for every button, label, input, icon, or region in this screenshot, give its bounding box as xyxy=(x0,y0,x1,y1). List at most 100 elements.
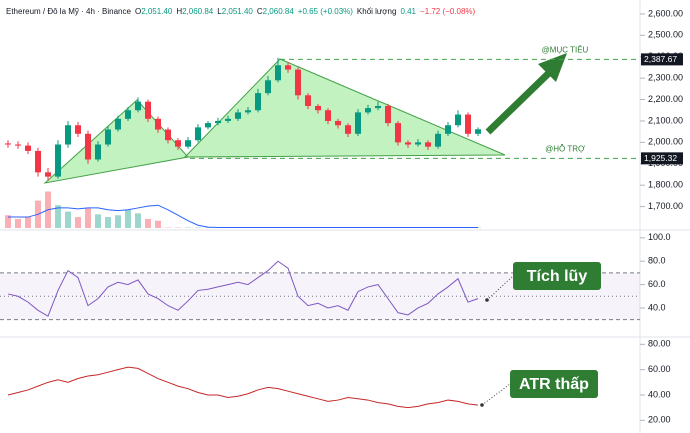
volume-bar xyxy=(65,211,71,228)
candle-body xyxy=(65,125,71,145)
candle-body xyxy=(415,142,421,145)
level-tag xyxy=(641,152,683,165)
header: Ethereum / Đô la Mỹ · 4h · Binance O2,051… xyxy=(6,7,475,16)
candle-body xyxy=(125,110,131,119)
volume-bar xyxy=(85,207,91,228)
volume-bar xyxy=(15,218,21,228)
y-tick-label: 100.0 xyxy=(648,232,671,242)
candle-body xyxy=(55,144,61,177)
candle-body xyxy=(175,140,181,147)
candle-body xyxy=(155,118,161,130)
candle-body xyxy=(265,80,271,94)
candle-body xyxy=(235,112,241,119)
candle-body xyxy=(135,101,141,111)
volume-ma xyxy=(8,204,478,229)
candle-body xyxy=(475,129,481,134)
level-tag-text: 1,925.32 xyxy=(644,153,677,163)
y-tick-label: 60.00 xyxy=(648,364,671,374)
readout-key: L xyxy=(217,7,222,16)
y-tick-label: 2,600.00 xyxy=(648,8,683,18)
candle-body xyxy=(165,129,171,141)
candle-body xyxy=(15,144,21,146)
readout-value: 2,060.84 xyxy=(182,7,214,16)
candle-body xyxy=(295,69,301,96)
layers: 1,700.001,800.001,900.002,000.002,100.00… xyxy=(0,8,683,425)
candle-body xyxy=(185,140,191,147)
candle-body xyxy=(5,143,11,145)
candle-body xyxy=(285,65,291,70)
y-tick-label: 2,200.00 xyxy=(648,94,683,104)
candle-body xyxy=(205,123,211,128)
readout-value: 2,051.40 xyxy=(221,7,253,16)
volume-change: −1.72 (−0.08%) xyxy=(420,7,476,16)
y-tick-label: 80.00 xyxy=(648,339,671,349)
y-tick-label: 60.0 xyxy=(648,279,666,289)
volume-bar xyxy=(5,215,11,228)
volume-bar xyxy=(155,220,161,228)
readout-value: 2,060.84 xyxy=(262,7,294,16)
candle-body xyxy=(445,125,451,134)
level-tag-text: 2,387.67 xyxy=(644,54,677,64)
level-name: @MỤC TIÊU xyxy=(542,45,589,54)
volume-bar xyxy=(105,217,111,228)
candle-body xyxy=(455,114,461,126)
candle-body xyxy=(215,120,221,124)
volume-bar xyxy=(25,217,31,228)
callout-text: ATR thấp xyxy=(519,376,589,393)
candle-body xyxy=(245,110,251,113)
candle-body xyxy=(145,101,151,119)
readout-key: H xyxy=(176,7,183,16)
arrow-head xyxy=(538,53,567,82)
volume-bar xyxy=(145,218,151,228)
y-tick-label: 2,500.00 xyxy=(648,30,683,40)
level-name: @HỖ TRỢ xyxy=(545,144,585,153)
readout-value: 2,051.40 xyxy=(141,7,173,16)
y-tick-label: 40.0 xyxy=(648,302,666,312)
y-tick-label: 1,800.00 xyxy=(648,180,683,190)
callout-text: Tích lũy xyxy=(527,268,588,285)
volume-value: 0.41 xyxy=(400,7,417,16)
volume-bar xyxy=(55,205,61,228)
candle-body xyxy=(385,105,391,124)
volume-bar xyxy=(125,209,131,228)
readout-key: O xyxy=(134,7,142,16)
candle-body xyxy=(225,118,231,121)
y-tick-label: 2,100.00 xyxy=(648,115,683,125)
volume-bar xyxy=(115,215,121,228)
y-tick-label: 40.00 xyxy=(648,389,671,399)
callout-badge xyxy=(513,262,601,290)
candle-body xyxy=(35,150,41,173)
candle-body xyxy=(365,108,371,113)
arrow-shaft xyxy=(485,67,555,135)
candle-body xyxy=(325,110,331,121)
volume-key: Khối lượng xyxy=(356,7,397,16)
readout-key: C xyxy=(256,7,263,16)
readout-change: +0.65 (+0.03%) xyxy=(297,7,353,16)
level-tag xyxy=(641,53,683,66)
candle-body xyxy=(305,95,311,106)
y-tick-label: 80.0 xyxy=(648,256,666,266)
symbol: Ethereum / Đô la Mỹ · 4h · Binance xyxy=(6,7,131,16)
y-tick-label: 1,700.00 xyxy=(648,201,683,211)
candle-body xyxy=(345,125,351,134)
callout-badge xyxy=(510,370,598,398)
candle-body xyxy=(75,125,81,134)
candle-body xyxy=(85,133,91,160)
candle-body xyxy=(105,129,111,145)
candle-body xyxy=(435,133,441,147)
y-tick-label: 2,000.00 xyxy=(648,137,683,147)
candle-body xyxy=(115,118,121,130)
volume-bar xyxy=(95,214,101,228)
y-tick-label: 2,300.00 xyxy=(648,73,683,83)
y-tick-label: 20.00 xyxy=(648,415,671,425)
volume-bar xyxy=(75,217,81,228)
volume-bar xyxy=(135,213,141,228)
candle-body xyxy=(95,144,101,160)
candle-body xyxy=(395,123,401,143)
candle-body xyxy=(465,114,471,134)
candle-body xyxy=(255,93,261,111)
candle-body xyxy=(405,142,411,145)
